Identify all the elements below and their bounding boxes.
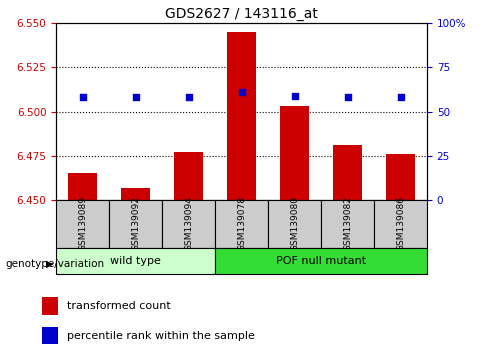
FancyBboxPatch shape [268, 200, 321, 248]
Point [79, 95, 86, 100]
Text: GSM139082: GSM139082 [343, 196, 352, 251]
FancyBboxPatch shape [162, 200, 215, 248]
Text: ▶: ▶ [46, 259, 54, 269]
Point [132, 95, 140, 100]
FancyBboxPatch shape [374, 200, 427, 248]
FancyBboxPatch shape [56, 248, 215, 274]
Text: GSM139092: GSM139092 [131, 196, 140, 251]
Text: GSM139089: GSM139089 [78, 196, 87, 251]
FancyBboxPatch shape [109, 200, 162, 248]
Point [184, 95, 192, 100]
Bar [174, 152, 203, 200]
Title: GDS2627 / 143116_at: GDS2627 / 143116_at [165, 7, 318, 21]
Bar [68, 173, 97, 200]
Bar [386, 154, 415, 200]
Text: POF null mutant: POF null mutant [276, 256, 366, 266]
Bar [42, 327, 58, 344]
Text: GSM139078: GSM139078 [237, 196, 246, 251]
Bar [280, 106, 309, 200]
FancyBboxPatch shape [215, 248, 427, 274]
Text: transformed count: transformed count [67, 301, 171, 311]
Point [397, 95, 405, 100]
FancyBboxPatch shape [321, 200, 374, 248]
Text: GSM139094: GSM139094 [184, 196, 193, 251]
Bar [227, 32, 256, 200]
Bar [42, 297, 58, 315]
Text: genotype/variation: genotype/variation [5, 259, 104, 269]
Point [238, 89, 245, 95]
Text: GSM139086: GSM139086 [396, 196, 405, 251]
FancyBboxPatch shape [215, 200, 268, 248]
Point [291, 93, 299, 98]
Point [344, 95, 351, 100]
Text: wild type: wild type [110, 256, 161, 266]
Bar [333, 145, 362, 200]
FancyBboxPatch shape [56, 200, 109, 248]
Text: GSM139080: GSM139080 [290, 196, 299, 251]
Bar [121, 188, 150, 200]
Text: percentile rank within the sample: percentile rank within the sample [67, 331, 255, 341]
